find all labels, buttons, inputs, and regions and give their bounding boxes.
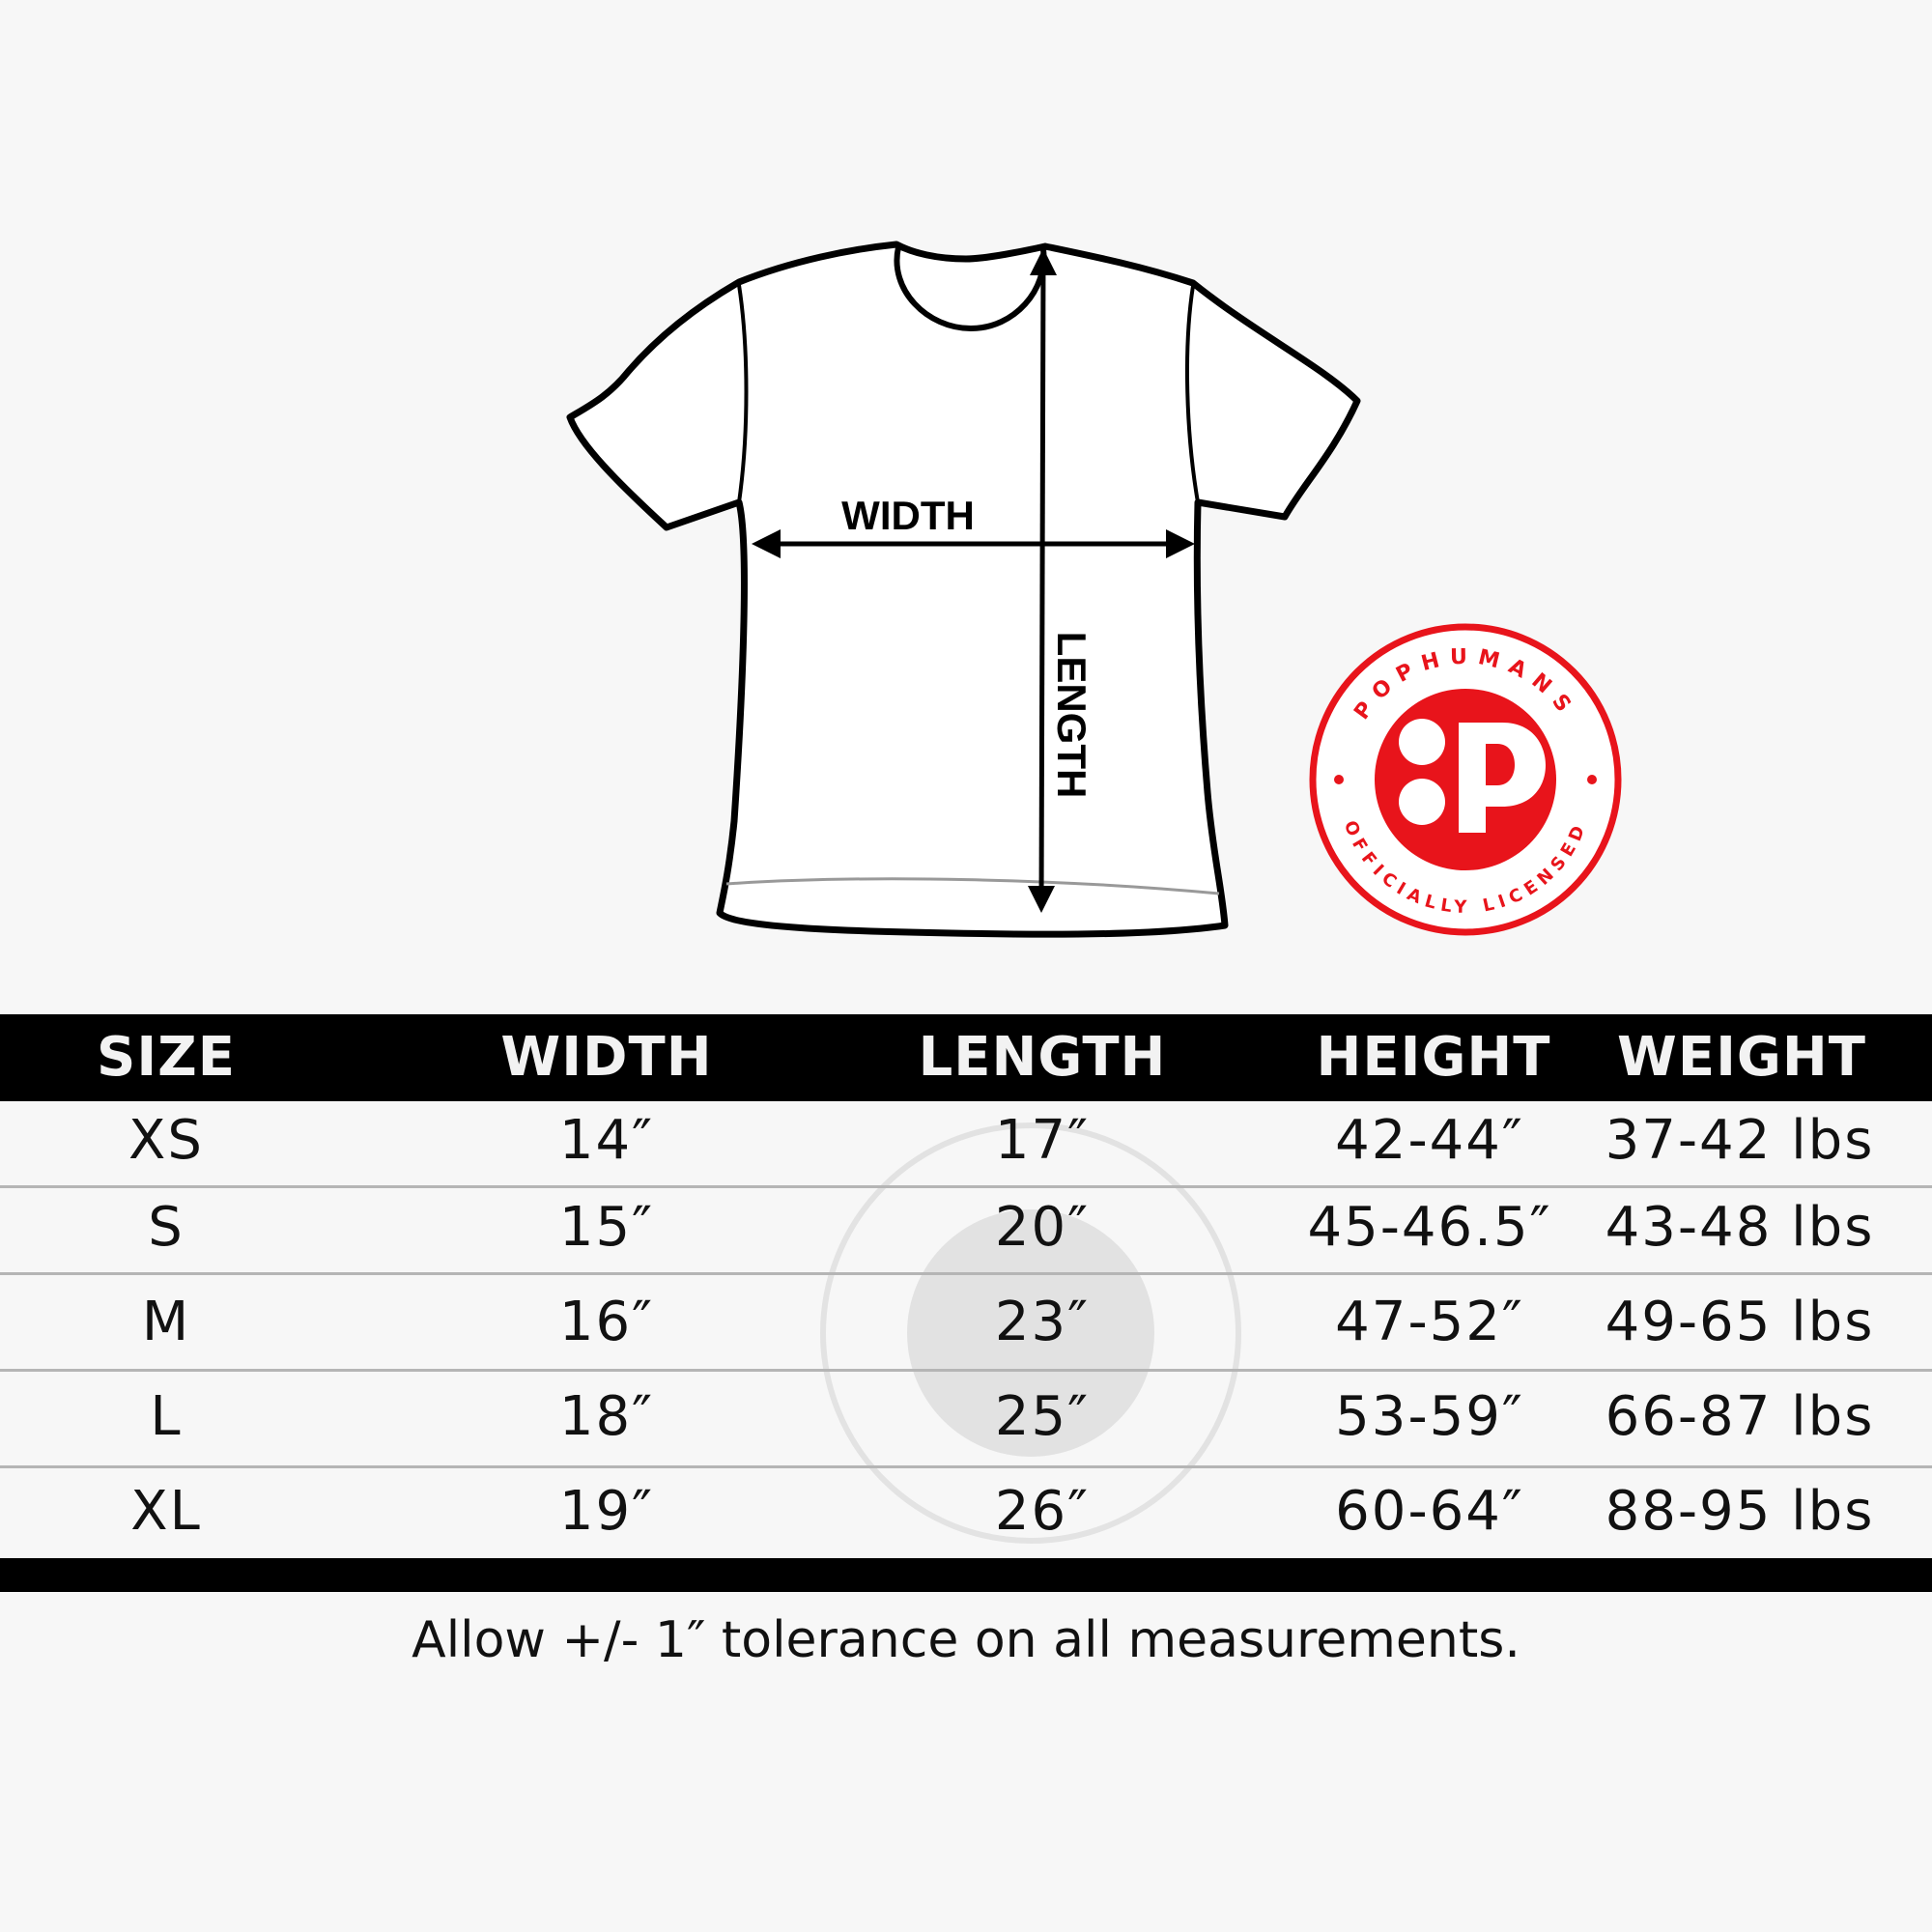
table-cell: S <box>148 1196 185 1259</box>
table-cell: 45-46.5″ <box>1307 1196 1552 1259</box>
table-cell: 60-64″ <box>1335 1480 1524 1543</box>
header-height: HEIGHT <box>1316 1026 1551 1089</box>
tolerance-note: Allow +/- 1″ tolerance on all measuremen… <box>412 1611 1520 1669</box>
width-label: WIDTH <box>841 493 975 538</box>
tshirt-outline <box>566 241 1361 938</box>
table-cell: 47-52″ <box>1335 1291 1524 1353</box>
table-cell: 18″ <box>558 1385 655 1448</box>
table-cell: 43-48 lbs <box>1605 1196 1875 1259</box>
table-cell: 15″ <box>558 1196 655 1259</box>
table-cell: 16″ <box>558 1291 655 1353</box>
table-cell: 26″ <box>994 1480 1091 1543</box>
table-cell: 49-65 lbs <box>1605 1291 1875 1353</box>
row-divider <box>0 1185 1932 1188</box>
header-weight: WEIGHT <box>1617 1026 1866 1089</box>
table-cell: 23″ <box>994 1291 1091 1353</box>
table-cell: XL <box>130 1480 202 1543</box>
width-arrow <box>752 529 1195 558</box>
pophumans-badge: POPHUMANS OFFICIALLY LICENSED <box>1309 623 1622 936</box>
table-cell: 37-42 lbs <box>1605 1109 1875 1172</box>
table-cell: 19″ <box>558 1480 655 1543</box>
header-size: SIZE <box>96 1026 237 1089</box>
table-cell: 88-95 lbs <box>1605 1480 1875 1543</box>
length-label: LENGTH <box>1049 632 1094 799</box>
row-divider <box>0 1369 1932 1372</box>
table-footer-bar <box>0 1558 1932 1592</box>
table-cell: 17″ <box>994 1109 1091 1172</box>
table-cell: 42-44″ <box>1335 1109 1524 1172</box>
header-width: WIDTH <box>500 1026 713 1089</box>
watermark-logo <box>820 1122 1241 1544</box>
row-divider <box>0 1465 1932 1468</box>
table-cell: 20″ <box>994 1196 1091 1259</box>
table-cell: M <box>141 1291 191 1353</box>
table-cell: 25″ <box>994 1385 1091 1448</box>
table-cell: 53-59″ <box>1335 1385 1524 1448</box>
header-length: LENGTH <box>918 1026 1167 1089</box>
table-header <box>0 1014 1932 1101</box>
table-cell: XS <box>128 1109 204 1172</box>
row-divider <box>0 1272 1932 1275</box>
table-cell: L <box>150 1385 183 1448</box>
table-cell: 14″ <box>558 1109 655 1172</box>
length-arrow <box>1028 248 1057 913</box>
table-cell: 66-87 lbs <box>1605 1385 1875 1448</box>
